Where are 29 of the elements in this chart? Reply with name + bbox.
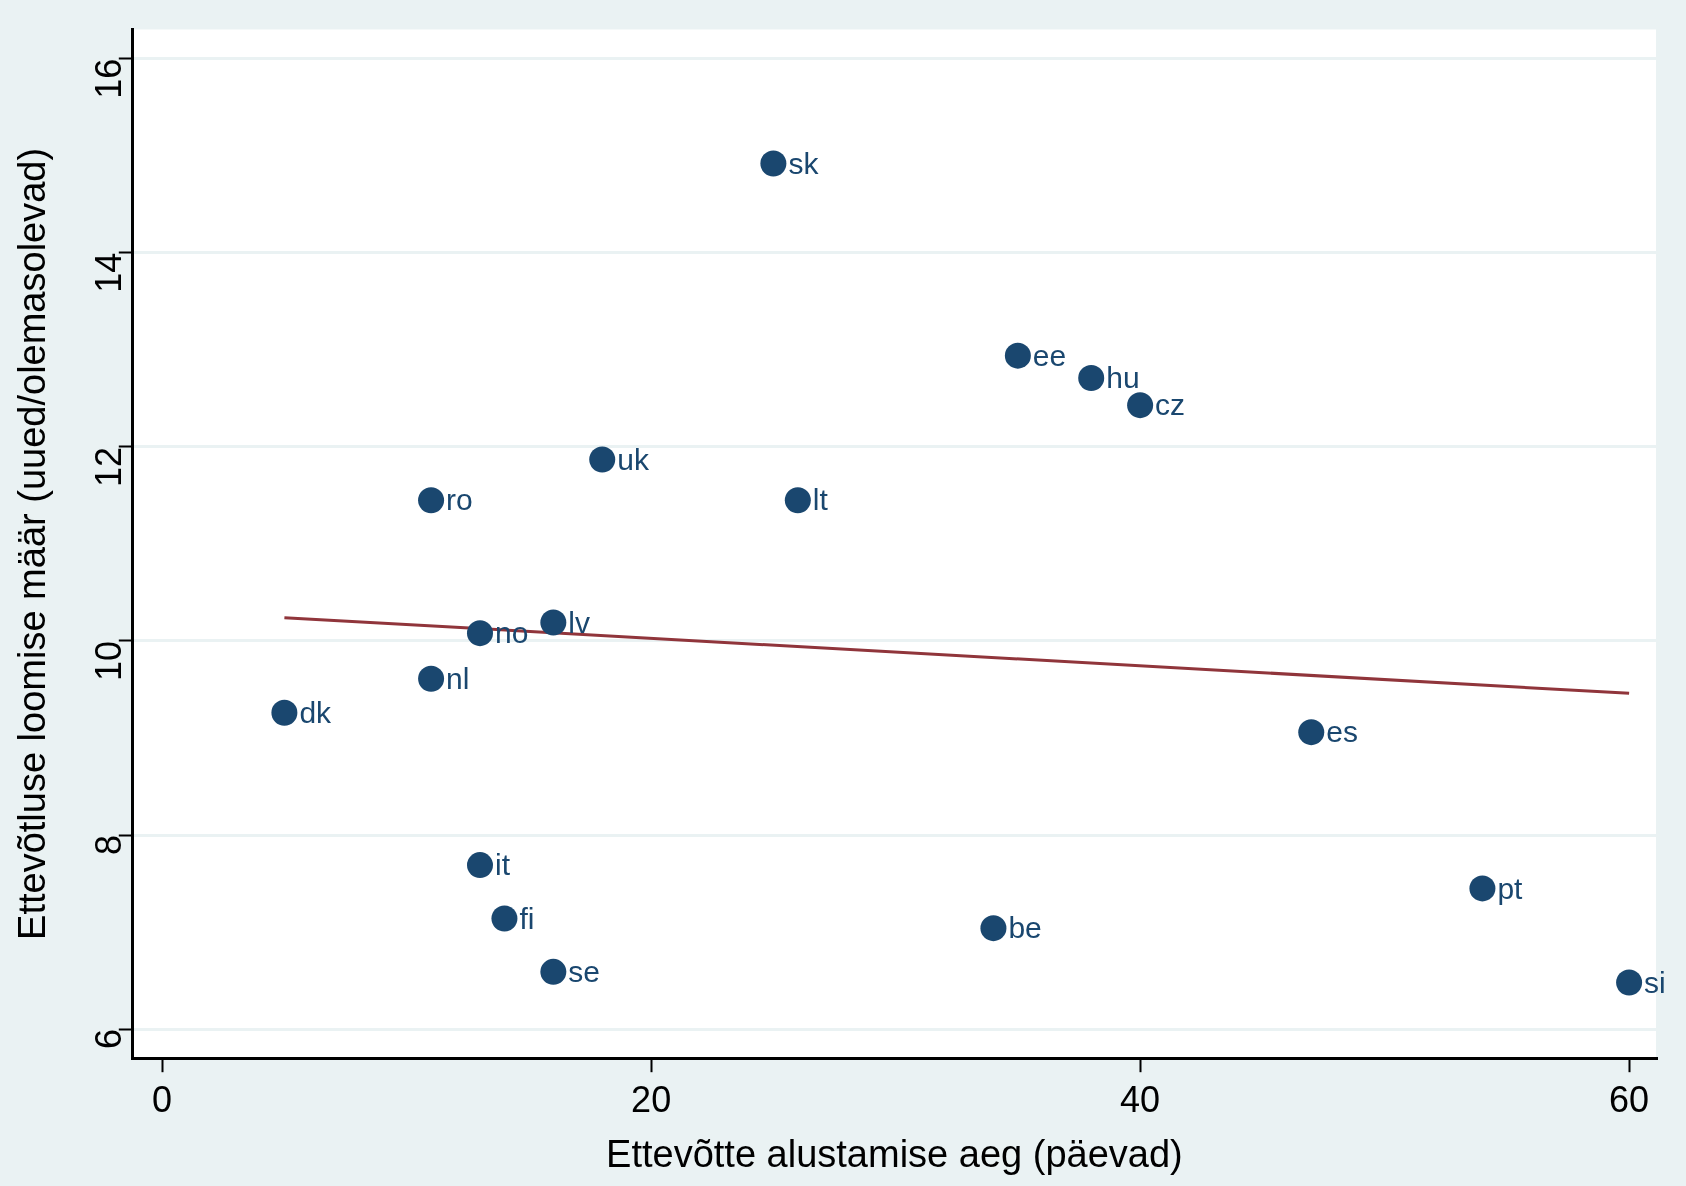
y-tick-label: 8 bbox=[87, 835, 129, 856]
data-label: be bbox=[1008, 911, 1042, 945]
data-label: hu bbox=[1106, 361, 1140, 395]
x-tick-label: 60 bbox=[1609, 1078, 1650, 1120]
data-label: ee bbox=[1032, 338, 1067, 372]
data-label: dk bbox=[299, 696, 333, 730]
data-label: it bbox=[494, 848, 511, 882]
data-label: nl bbox=[446, 662, 470, 696]
data-label: fi bbox=[519, 901, 535, 935]
y-tick-label: 16 bbox=[87, 58, 129, 99]
data-label: si bbox=[1644, 965, 1666, 999]
data-label: pt bbox=[1497, 871, 1524, 905]
x-tick-label: 0 bbox=[152, 1078, 173, 1120]
data-label: ro bbox=[446, 483, 473, 517]
data-label: uk bbox=[617, 442, 650, 476]
data-label: cz bbox=[1155, 388, 1186, 422]
y-axis-title: Ettevõtluse loomise määr (uued/olemasolevad) bbox=[11, 147, 54, 940]
y-tick-label: 6 bbox=[87, 1029, 129, 1050]
x-tick-label: 20 bbox=[631, 1078, 672, 1120]
y-tick-label: 12 bbox=[87, 446, 129, 487]
y-tick-label: 10 bbox=[87, 640, 129, 681]
x-axis-title: Ettevõtte alustamise aeg (päevad) bbox=[606, 1132, 1183, 1175]
x-tick-label: 40 bbox=[1120, 1078, 1161, 1120]
data-label: lt bbox=[812, 483, 829, 517]
data-label: lv bbox=[568, 605, 590, 639]
data-label: sk bbox=[788, 146, 820, 180]
y-tick-label: 14 bbox=[87, 252, 129, 293]
data-label: se bbox=[568, 955, 601, 989]
data-label: es bbox=[1326, 715, 1358, 749]
